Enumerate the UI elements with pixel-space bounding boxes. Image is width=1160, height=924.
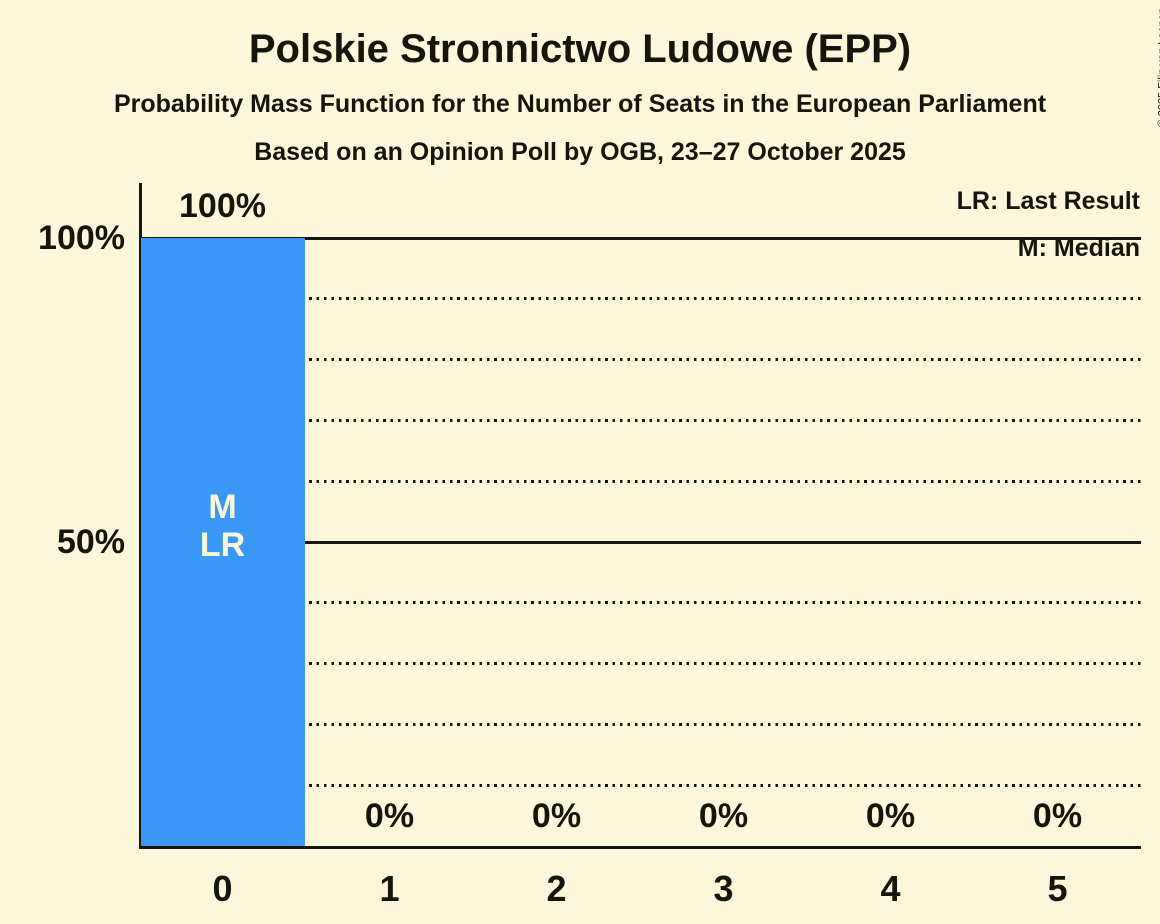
gridline-dotted-30 <box>139 662 1141 666</box>
bar-value-label-2: 0% <box>531 797 582 835</box>
chart-title: Polskie Stronnictwo Ludowe (EPP) <box>248 27 912 71</box>
gridline-dotted-60 <box>139 479 1141 483</box>
gridline-dotted-80 <box>139 358 1141 362</box>
legend-last-result: LR: Last Result <box>956 187 1140 215</box>
x-tick-label-3: 3 <box>713 868 734 909</box>
gridline-dotted-20 <box>139 722 1141 726</box>
x-tick-label-0: 0 <box>212 868 233 909</box>
chart-subtitle: Probability Mass Function for the Number… <box>113 90 1047 118</box>
bar-value-label-0: 100% <box>179 187 266 225</box>
x-tick-label-4: 4 <box>880 868 901 909</box>
x-tick-label-2: 2 <box>546 868 567 909</box>
x-tick-label-1: 1 <box>379 868 400 909</box>
y-axis-label-50: 50% <box>56 523 125 561</box>
y-axis-label-100: 100% <box>38 219 125 257</box>
chart-poll-info: Based on an Opinion Poll by OGB, 23–27 O… <box>254 138 906 166</box>
gridline-solid-100 <box>139 236 1141 240</box>
gridline-dotted-70 <box>139 418 1141 422</box>
gridline-dotted-10 <box>139 783 1141 787</box>
bar-0 <box>140 238 305 846</box>
bar-value-label-5: 0% <box>1032 797 1083 835</box>
median-last-result-annotation: M LR <box>199 488 246 564</box>
bar-value-label-4: 0% <box>865 797 916 835</box>
gridline-solid-50 <box>139 540 1141 544</box>
bar-value-label-1: 0% <box>364 797 415 835</box>
gridline-dotted-40 <box>139 601 1141 605</box>
bar-value-label-3: 0% <box>698 797 749 835</box>
legend-median: M: Median <box>1017 234 1140 262</box>
x-axis-line <box>139 846 1141 849</box>
x-tick-label-5: 5 <box>1047 868 1068 909</box>
gridline-dotted-90 <box>139 297 1141 301</box>
